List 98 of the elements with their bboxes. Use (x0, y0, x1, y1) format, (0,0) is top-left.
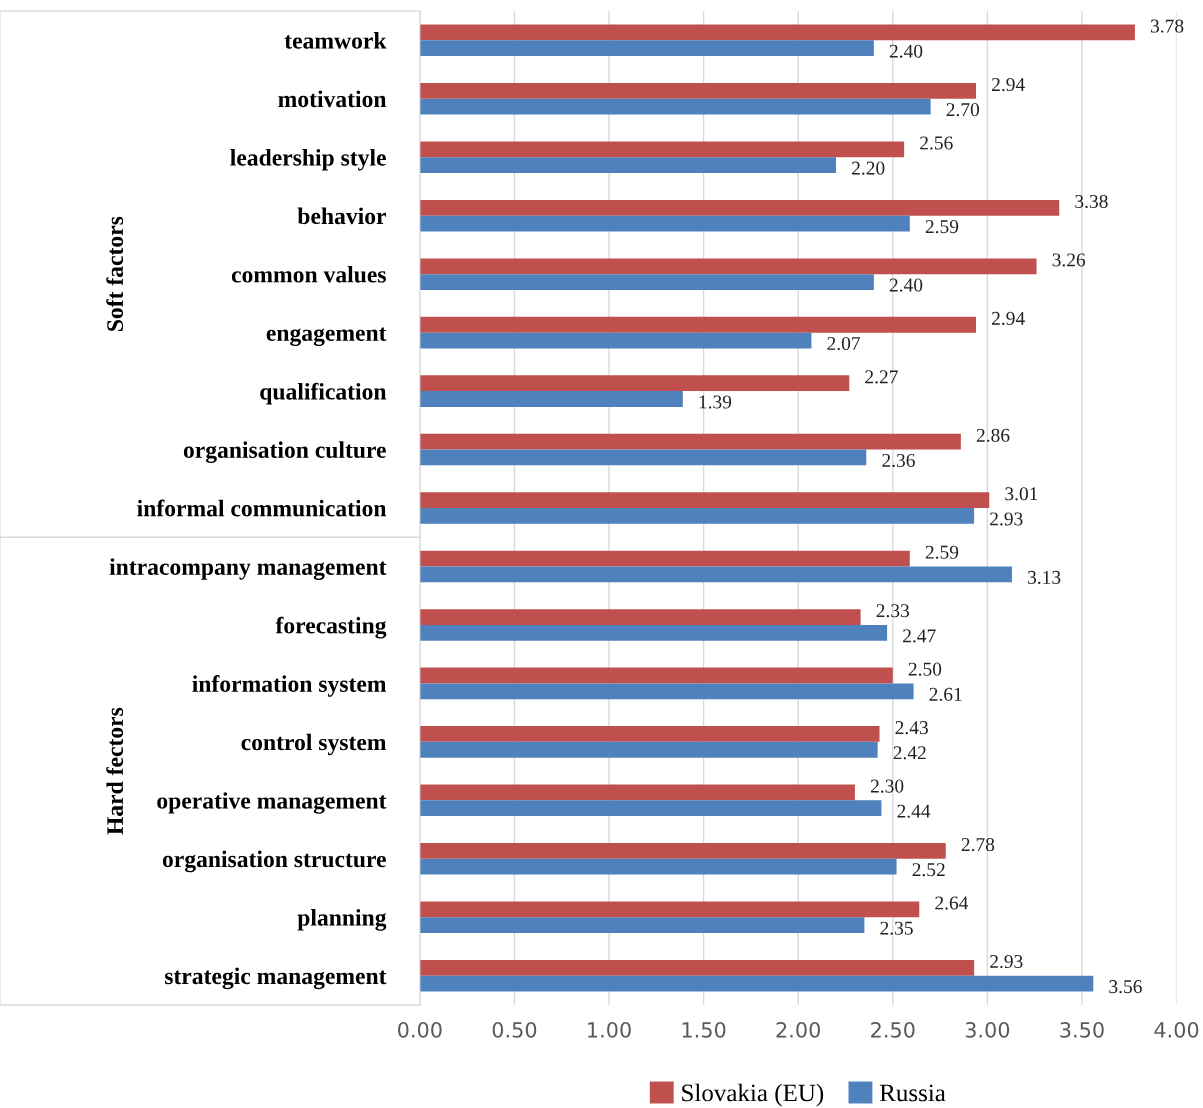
x-tick-label: 1.50 (682, 1021, 726, 1038)
data-label: 2.43 (895, 721, 928, 735)
data-label: 2.59 (925, 545, 959, 559)
bar (419, 566, 1012, 583)
bar (419, 449, 867, 466)
bar (419, 375, 850, 392)
y-tick-label: motivation (278, 90, 387, 108)
bar (419, 82, 977, 99)
y-tick-label: intracompany management (109, 558, 387, 580)
data-label: 2.93 (990, 512, 1023, 526)
bar (419, 508, 975, 524)
bar (419, 726, 880, 742)
bar (419, 332, 812, 349)
y-tick-label: organisation structure (162, 850, 386, 873)
bar (419, 975, 1094, 992)
bar (419, 741, 878, 758)
bar (419, 157, 837, 174)
data-label: 2.70 (946, 103, 980, 117)
data-label: 3.78 (1150, 19, 1184, 33)
data-label: 2.64 (935, 896, 969, 910)
bar (419, 391, 683, 407)
data-label: 3.01 (1005, 487, 1038, 501)
y-tick-label: engagement (266, 327, 387, 346)
y-tick-label: organisation culture (183, 441, 386, 463)
y-tick-label: forecasting (275, 616, 387, 639)
bar (419, 40, 874, 57)
y-tick-label: leadership style (230, 149, 386, 171)
bar (419, 215, 910, 232)
data-label: 2.44 (897, 804, 931, 818)
data-label: 2.59 (925, 220, 959, 234)
data-label: 2.78 (961, 837, 995, 852)
bar (419, 316, 977, 333)
data-label: 2.42 (893, 746, 926, 760)
data-label: 2.94 (992, 78, 1025, 92)
data-label: 2.56 (920, 136, 953, 150)
data-label: 2.93 (990, 954, 1023, 969)
data-label: 2.47 (903, 629, 936, 643)
data-label: 2.50 (908, 662, 942, 676)
bar (419, 433, 961, 450)
x-tick-label: 3.00 (965, 1021, 1010, 1038)
x-tick-label: 0.00 (398, 1021, 442, 1038)
data-label: 1.39 (699, 395, 732, 409)
bar (419, 258, 1037, 275)
x-tick-label: 1.00 (588, 1021, 631, 1038)
data-label: 3.13 (1028, 570, 1061, 584)
bar (419, 667, 893, 684)
data-label: 2.61 (929, 687, 962, 701)
bar (419, 858, 897, 875)
bar (419, 959, 975, 976)
y-tick-label: teamwork (284, 32, 387, 49)
bar (419, 199, 1060, 216)
x-tick-label: 0.50 (492, 1021, 537, 1038)
bar (419, 917, 865, 934)
data-label: 2.36 (882, 453, 915, 468)
data-label: 2.35 (880, 921, 913, 935)
bar (419, 24, 1135, 41)
data-label: 2.94 (992, 311, 1025, 326)
data-label: 2.07 (827, 336, 861, 351)
bar (419, 492, 990, 509)
data-label: 2.30 (870, 779, 904, 793)
y-tick-label: information system (192, 675, 387, 697)
data-label: 3.38 (1075, 194, 1108, 209)
text: Hard fectors (106, 707, 124, 835)
data-label: 3.26 (1052, 253, 1086, 267)
bar (419, 141, 905, 158)
y-tick-label: planning (297, 909, 387, 931)
bar (419, 784, 855, 801)
y-tick-label: strategic management (164, 967, 387, 990)
data-label: 2.27 (865, 370, 898, 384)
bar (419, 609, 861, 625)
data-label: 2.40 (889, 44, 923, 58)
legend-label: Slovakia (EU) (682, 1083, 824, 1107)
y-tick-label: informal communication (137, 499, 387, 517)
x-tick-label: 2.00 (776, 1021, 820, 1038)
x-tick-label: 3.50 (1060, 1021, 1104, 1038)
y-tick-label: control system (241, 733, 387, 756)
data-label: 2.20 (852, 161, 885, 175)
bar (419, 800, 882, 817)
data-label: 3.56 (1109, 980, 1142, 994)
data-label: 2.86 (976, 428, 1010, 442)
x-tick-label: 2.50 (871, 1021, 915, 1038)
legend-label: Russia (879, 1084, 946, 1102)
bar (419, 683, 914, 700)
text: Soft factors (106, 216, 124, 331)
x-tick-label: 4.00 (1154, 1021, 1199, 1038)
bar (419, 550, 910, 567)
y-tick-label: common values (231, 265, 386, 283)
y-tick-label: operative management (157, 792, 387, 814)
y-tick-label: qualification (260, 382, 387, 405)
bar (419, 843, 946, 859)
bar (419, 901, 920, 918)
data-label: 2.33 (876, 604, 910, 618)
bar (419, 274, 874, 290)
bar (419, 624, 888, 641)
data-label: 2.52 (912, 863, 945, 877)
y-tick-label: behavior (297, 207, 387, 225)
bar (419, 98, 931, 115)
data-label: 2.40 (889, 278, 923, 292)
